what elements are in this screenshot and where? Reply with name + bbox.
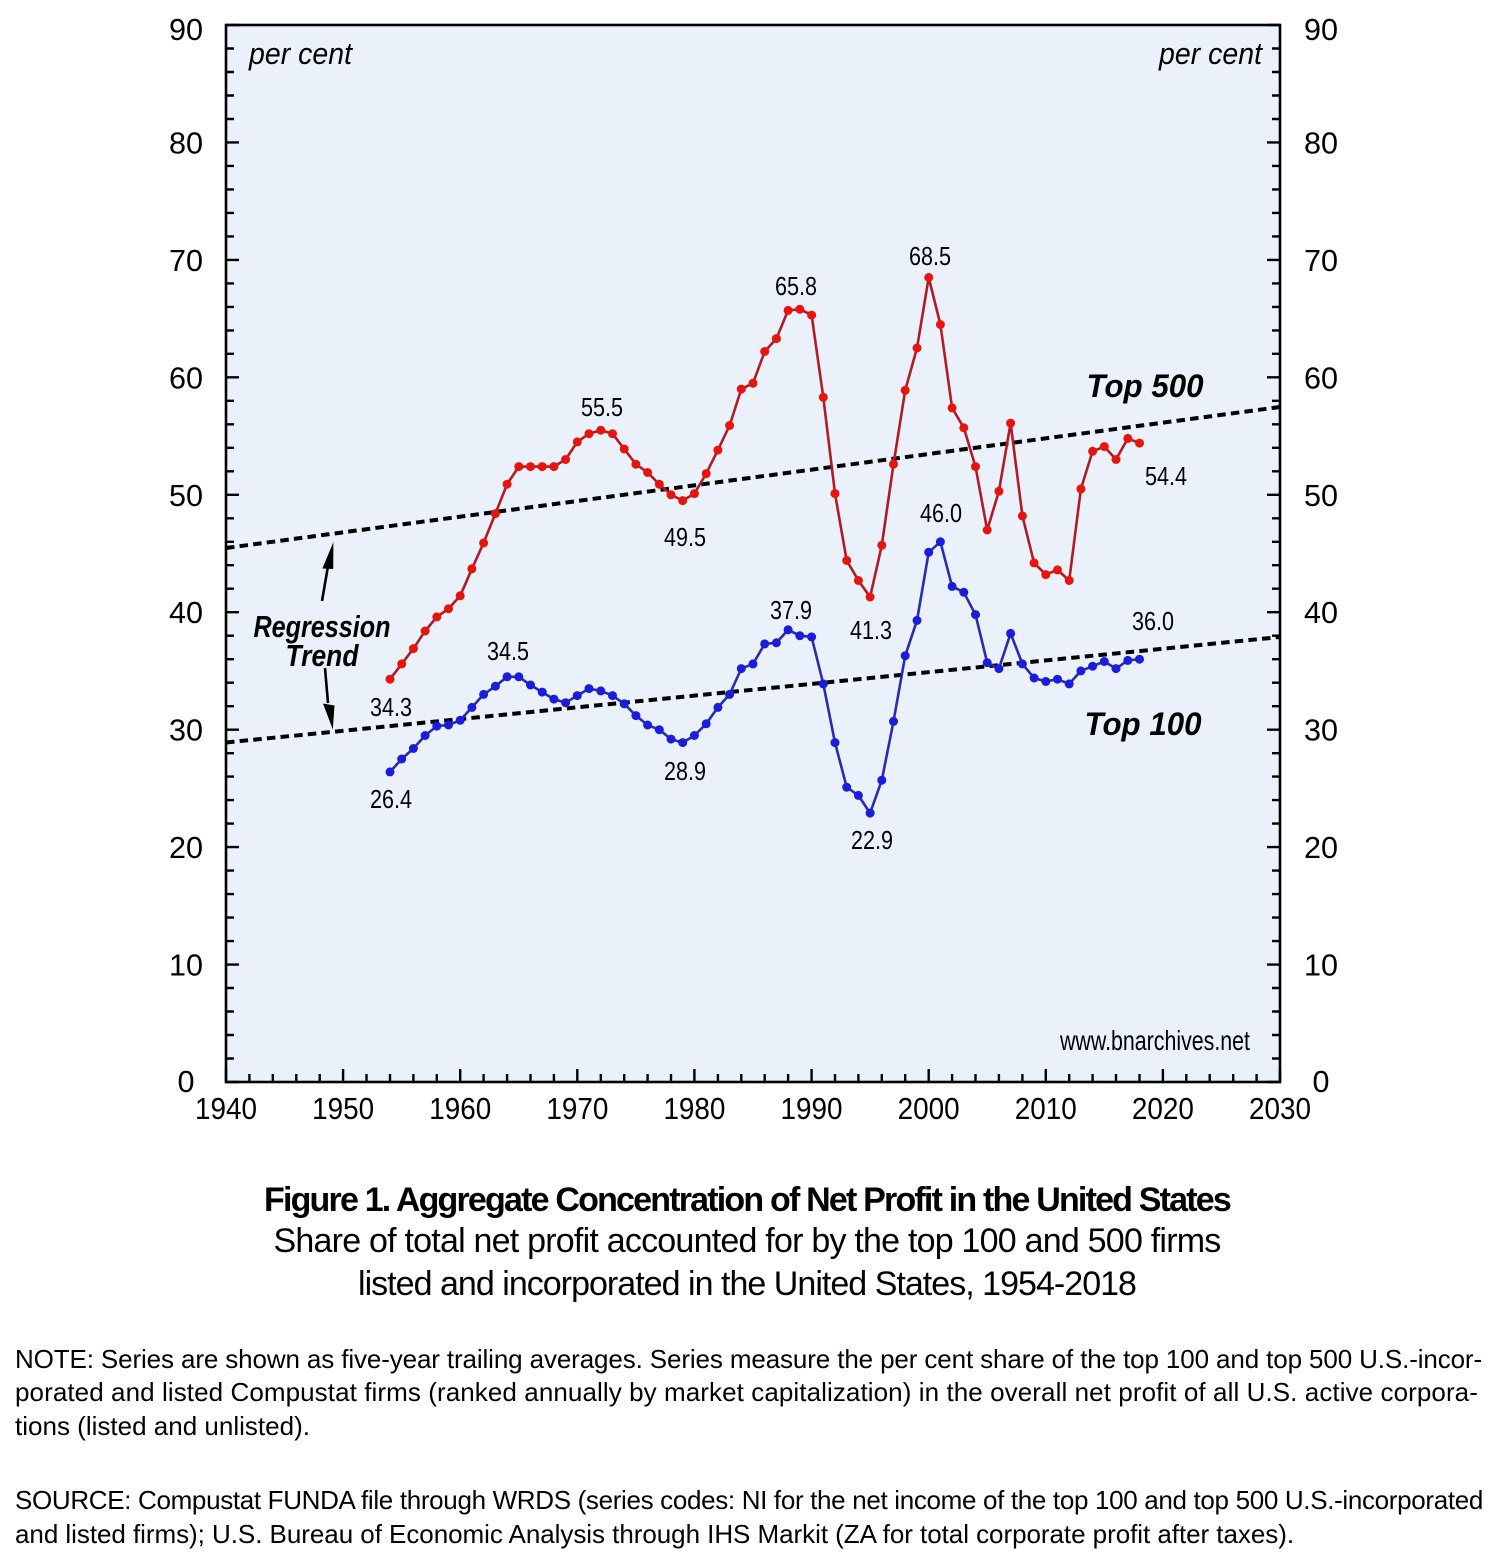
svg-text:40: 40 — [1304, 595, 1338, 630]
svg-text:90: 90 — [169, 12, 203, 47]
svg-text:1990: 1990 — [781, 1091, 843, 1126]
svg-text:Top 500: Top 500 — [1087, 368, 1204, 404]
svg-text:68.5: 68.5 — [909, 241, 951, 271]
svg-text:Trend: Trend — [286, 638, 360, 673]
svg-text:70: 70 — [169, 243, 203, 278]
svg-text:55.5: 55.5 — [581, 392, 623, 422]
svg-text:per cent: per cent — [248, 36, 353, 71]
svg-text:60: 60 — [1304, 360, 1338, 395]
svg-text:2030: 2030 — [1249, 1091, 1311, 1126]
svg-text:1960: 1960 — [429, 1091, 491, 1126]
svg-text:65.8: 65.8 — [775, 271, 817, 301]
svg-text:www.bnarchives.net: www.bnarchives.net — [1059, 1025, 1250, 1056]
svg-text:2020: 2020 — [1132, 1091, 1194, 1126]
svg-text:2010: 2010 — [1015, 1091, 1077, 1126]
svg-text:80: 80 — [169, 125, 203, 160]
svg-text:1950: 1950 — [312, 1091, 374, 1126]
svg-text:per cent: per cent — [1158, 36, 1263, 71]
svg-text:40: 40 — [169, 595, 203, 630]
svg-text:34.5: 34.5 — [487, 636, 529, 666]
svg-text:30: 30 — [1304, 713, 1338, 748]
svg-text:54.4: 54.4 — [1145, 461, 1187, 491]
svg-text:Regression: Regression — [254, 609, 391, 644]
svg-text:2000: 2000 — [898, 1091, 960, 1126]
svg-text:Top 100: Top 100 — [1085, 706, 1202, 742]
svg-text:90: 90 — [1304, 12, 1338, 47]
svg-text:30: 30 — [169, 713, 203, 748]
svg-text:60: 60 — [169, 360, 203, 395]
svg-text:10: 10 — [169, 948, 203, 983]
svg-text:36.0: 36.0 — [1132, 606, 1174, 636]
svg-text:22.9: 22.9 — [851, 825, 893, 855]
svg-text:37.9: 37.9 — [770, 595, 812, 625]
svg-text:50: 50 — [1304, 478, 1338, 513]
svg-text:0: 0 — [1313, 1064, 1330, 1099]
svg-text:10: 10 — [1304, 948, 1338, 983]
svg-text:34.3: 34.3 — [370, 692, 412, 722]
svg-text:41.3: 41.3 — [850, 615, 892, 645]
svg-text:46.0: 46.0 — [920, 498, 962, 528]
svg-text:70: 70 — [1304, 243, 1338, 278]
svg-text:1940: 1940 — [195, 1091, 257, 1126]
svg-text:50: 50 — [169, 478, 203, 513]
svg-text:1980: 1980 — [663, 1091, 725, 1126]
svg-text:20: 20 — [169, 830, 203, 865]
svg-text:1970: 1970 — [546, 1091, 608, 1126]
svg-text:20: 20 — [1304, 830, 1338, 865]
svg-text:49.5: 49.5 — [664, 522, 706, 552]
svg-text:28.9: 28.9 — [664, 756, 706, 786]
svg-text:80: 80 — [1304, 125, 1338, 160]
svg-text:0: 0 — [178, 1064, 195, 1099]
svg-text:26.4: 26.4 — [370, 784, 412, 814]
